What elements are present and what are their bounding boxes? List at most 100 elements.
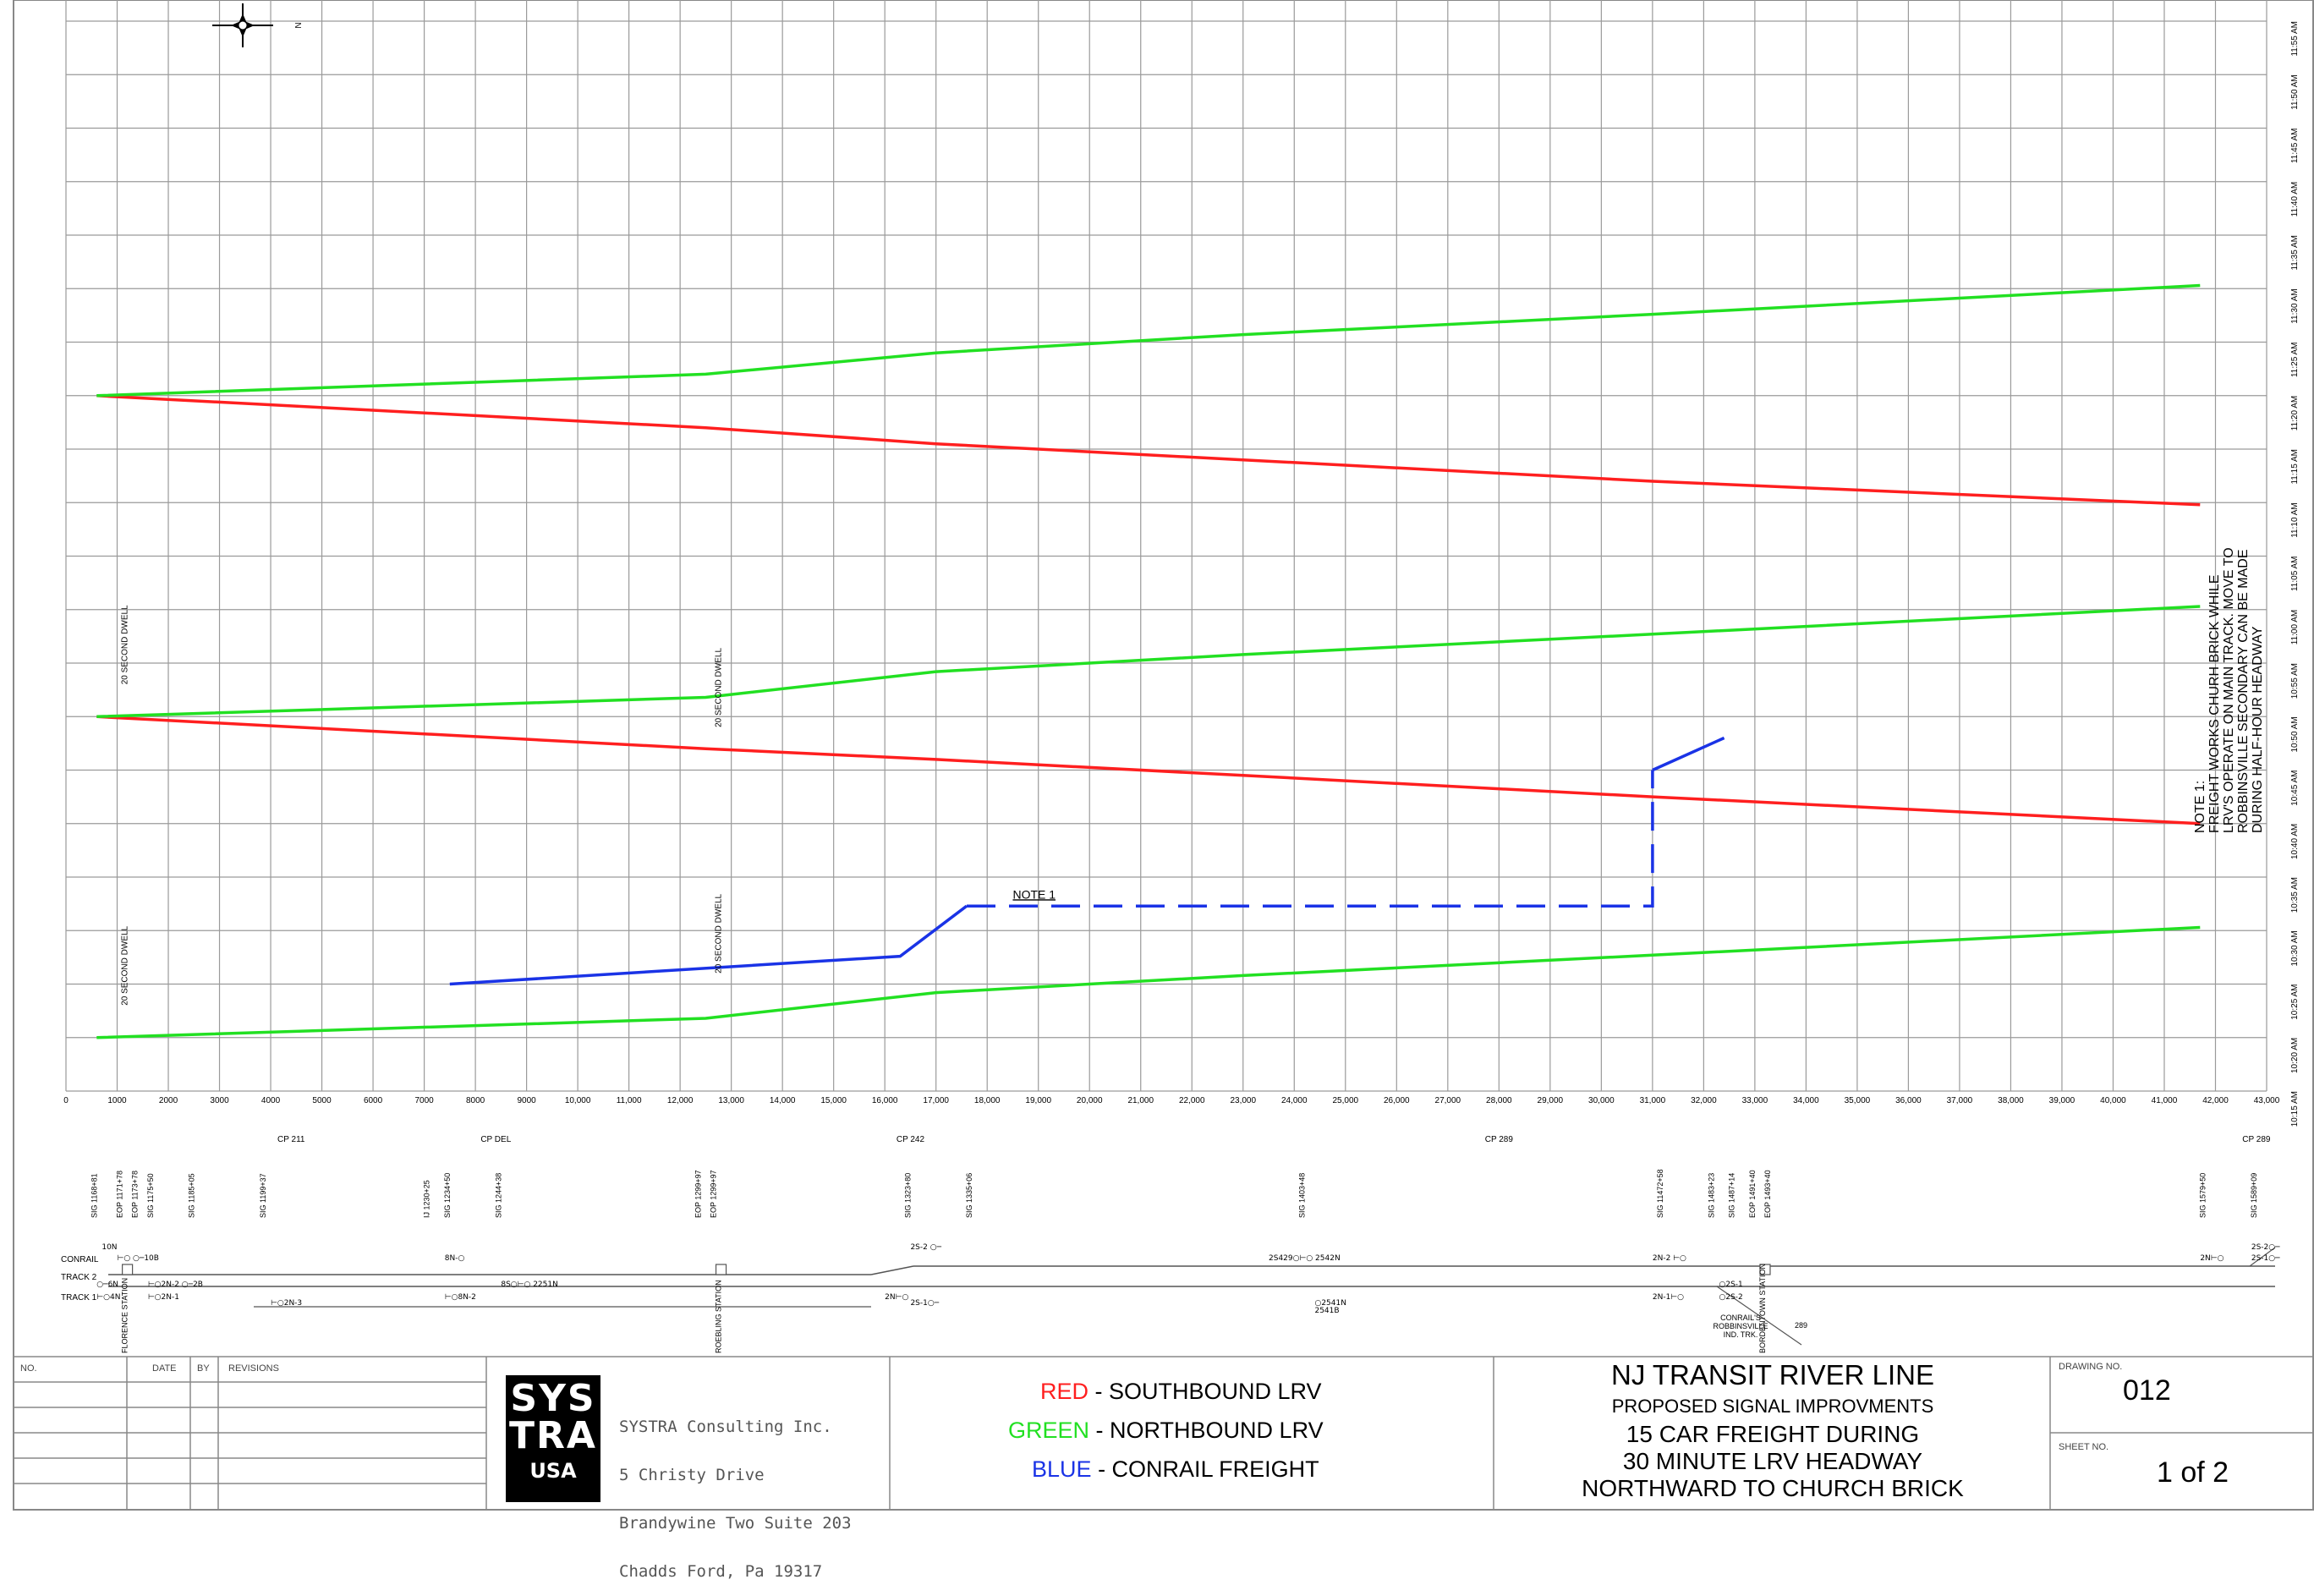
x-tick-label: 41,000 bbox=[2152, 1096, 2178, 1105]
series-line-northbound-lrv bbox=[96, 283, 2201, 398]
x-tick-label: 34,000 bbox=[1793, 1096, 1819, 1105]
signal-head-label: 2S-2 ○─ bbox=[910, 1243, 941, 1252]
signal-head-label: 2S-1○─ bbox=[910, 1299, 939, 1308]
series-line-northbound-lrv bbox=[96, 925, 2201, 1039]
station-platform bbox=[1759, 1264, 1771, 1275]
control-point-label: CP 242 bbox=[897, 1135, 925, 1144]
title-block-frame bbox=[14, 1356, 2313, 1510]
signal-label: SIG 1168+81 bbox=[90, 1173, 98, 1218]
signal-label: SIG 11472+58 bbox=[1656, 1169, 1664, 1218]
track-line bbox=[870, 1265, 914, 1275]
y-tick-label: 10:20 AM bbox=[2290, 1038, 2300, 1073]
y-tick-label: 10:25 AM bbox=[2290, 984, 2300, 1020]
x-tick-label: 18,000 bbox=[974, 1096, 1001, 1105]
chart-grid bbox=[65, 0, 2267, 1092]
x-tick-label: 4000 bbox=[261, 1096, 281, 1105]
x-tick-label: 12,000 bbox=[667, 1096, 694, 1105]
x-tick-label: 31,000 bbox=[1640, 1096, 1666, 1105]
signal-label: SIG 1589+09 bbox=[2250, 1173, 2258, 1218]
signal-head-label: 8S○⊢○ 2251N bbox=[501, 1281, 557, 1289]
x-tick-label: 16,000 bbox=[872, 1096, 898, 1105]
y-tick-label: 11:15 AM bbox=[2290, 449, 2300, 485]
control-point-label: CP 289 bbox=[2242, 1135, 2271, 1144]
systra-logo: SYS TRA USA bbox=[506, 1375, 600, 1502]
y-tick-label: 11:20 AM bbox=[2290, 396, 2300, 431]
conrail-industry-label: IND. TRK. bbox=[1724, 1330, 1758, 1339]
signal-head-label: 2S-2○─ bbox=[2251, 1243, 2280, 1252]
signal-head-label: 2N⊢○ bbox=[885, 1293, 908, 1302]
chart-series bbox=[96, 283, 2201, 1039]
y-tick-label: 10:30 AM bbox=[2290, 930, 2300, 966]
x-tick-label: 0 bbox=[63, 1096, 69, 1105]
x-tick-label: 20,000 bbox=[1077, 1096, 1103, 1105]
x-tick-label: 28,000 bbox=[1486, 1096, 1512, 1105]
x-axis-ticks: 0 1000 2000 3000 4000 5000 6000 7000 8000 9000 10,… bbox=[63, 1096, 2280, 1105]
x-tick-label: 32,000 bbox=[1691, 1096, 1717, 1105]
signal-head-label: ⊢○4N bbox=[96, 1293, 120, 1302]
sheet-no-label: SHEET NO. bbox=[2059, 1442, 2109, 1452]
y-tick-label: 11:30 AM bbox=[2290, 288, 2300, 324]
legend-color-word: GREEN bbox=[1008, 1418, 1090, 1443]
legend-southbound: RED - SOUTHBOUND LRV bbox=[1040, 1379, 1322, 1405]
title-line-2: PROPOSED SIGNAL IMPROVMENTS bbox=[1611, 1396, 1934, 1417]
legend-color-word: RED bbox=[1040, 1379, 1089, 1404]
station-label: FLORENCE STATION bbox=[121, 1278, 129, 1353]
track-name-label: CONRAIL bbox=[61, 1255, 99, 1264]
y-tick-label: 11:00 AM bbox=[2290, 610, 2300, 645]
y-tick-label: 11:35 AM bbox=[2290, 235, 2300, 271]
drawing-number: 012 bbox=[2123, 1374, 2171, 1407]
legend-freight: BLUE - CONRAIL FREIGHT bbox=[1032, 1456, 1319, 1483]
signal-head-label: ○2S-2 bbox=[1719, 1293, 1743, 1302]
company-line: SYSTRA Consulting Inc. bbox=[619, 1418, 832, 1436]
signal-head-label: ○2S-1 bbox=[1719, 1281, 1743, 1289]
x-tick-label: 27,000 bbox=[1435, 1096, 1461, 1105]
note-line: NOTE 1: bbox=[2193, 781, 2207, 833]
dwell-annotation: 20 SECOND DWELL bbox=[715, 648, 724, 727]
x-tick-label: 2000 bbox=[159, 1096, 178, 1105]
note-1-text: NOTE 1: FREIGHT WORKS CHURH BRICK WHILE LR… bbox=[2193, 547, 2265, 833]
title-line-4: 30 MINUTE LRV HEADWAY bbox=[1622, 1448, 1923, 1474]
y-tick-label: 11:55 AM bbox=[2290, 21, 2300, 57]
title-line-1: NJ TRANSIT RIVER LINE bbox=[1610, 1359, 1935, 1390]
x-tick-label: 37,000 bbox=[1947, 1096, 1973, 1105]
y-tick-label: 10:55 AM bbox=[2290, 663, 2300, 699]
x-tick-label: 6000 bbox=[364, 1096, 383, 1105]
control-point-label: CP DEL bbox=[480, 1135, 511, 1144]
signal-head-label: 10N bbox=[101, 1243, 117, 1252]
x-tick-label: 10,000 bbox=[565, 1096, 591, 1105]
signal-label: SIG 1199+37 bbox=[259, 1173, 267, 1218]
signal-label: EOP 1299+97 bbox=[709, 1170, 717, 1218]
track-name-label: TRACK 1 bbox=[61, 1293, 97, 1303]
signal-label: SIG 1175+50 bbox=[146, 1173, 155, 1218]
series-line-southbound-lrv bbox=[96, 715, 2201, 825]
signal-head-label: 2541B bbox=[1314, 1307, 1339, 1315]
legend-desc: - SOUTHBOUND LRV bbox=[1094, 1379, 1322, 1404]
note-line: FREIGHT WORKS CHURH BRICK WHILE bbox=[2207, 575, 2222, 834]
chart-annotations: 20 SECOND DWELL 20 SECOND DWELL 20 SECOND … bbox=[121, 605, 1056, 1006]
signal-head-label: 2N-1⊢○ bbox=[1653, 1293, 1684, 1302]
rev-by-header: BY bbox=[197, 1363, 210, 1374]
signal-label: SIG 1335+06 bbox=[965, 1173, 973, 1218]
sheet-number: 1 of 2 bbox=[2157, 1456, 2229, 1489]
signal-label: SIG 1403+48 bbox=[1297, 1173, 1306, 1218]
signal-head-label: 2N-2 ⊢○ bbox=[1653, 1254, 1686, 1263]
x-tick-label: 22,000 bbox=[1179, 1096, 1205, 1105]
north-arrow-icon: N bbox=[212, 3, 302, 47]
sheet-border bbox=[13, 0, 2314, 1511]
note-line: LRV'S OPERATE ON MAIN TRACK. MOVE TO bbox=[2222, 547, 2236, 833]
x-tick-label: 26,000 bbox=[1384, 1096, 1410, 1105]
control-point-label: CP 211 bbox=[277, 1135, 305, 1144]
y-tick-label: 10:50 AM bbox=[2290, 716, 2300, 752]
signal-label: EOP 1493+40 bbox=[1763, 1170, 1772, 1218]
x-tick-label: 29,000 bbox=[1538, 1096, 1564, 1105]
signal-label: EOP 1171+78 bbox=[116, 1171, 124, 1218]
x-tick-label: 15,000 bbox=[820, 1096, 847, 1105]
x-tick-label: 40,000 bbox=[2100, 1096, 2126, 1105]
x-tick-label: 13,000 bbox=[718, 1096, 744, 1105]
signal-label: SIG 1579+50 bbox=[2198, 1173, 2207, 1218]
company-line: Brandywine Two Suite 203 bbox=[619, 1514, 852, 1533]
y-tick-label: 11:10 AM bbox=[2290, 502, 2300, 538]
signal-head-label: 8N-○ bbox=[445, 1254, 465, 1263]
conrail-289-label: 289 bbox=[1795, 1321, 1807, 1330]
north-label: N bbox=[293, 22, 302, 28]
